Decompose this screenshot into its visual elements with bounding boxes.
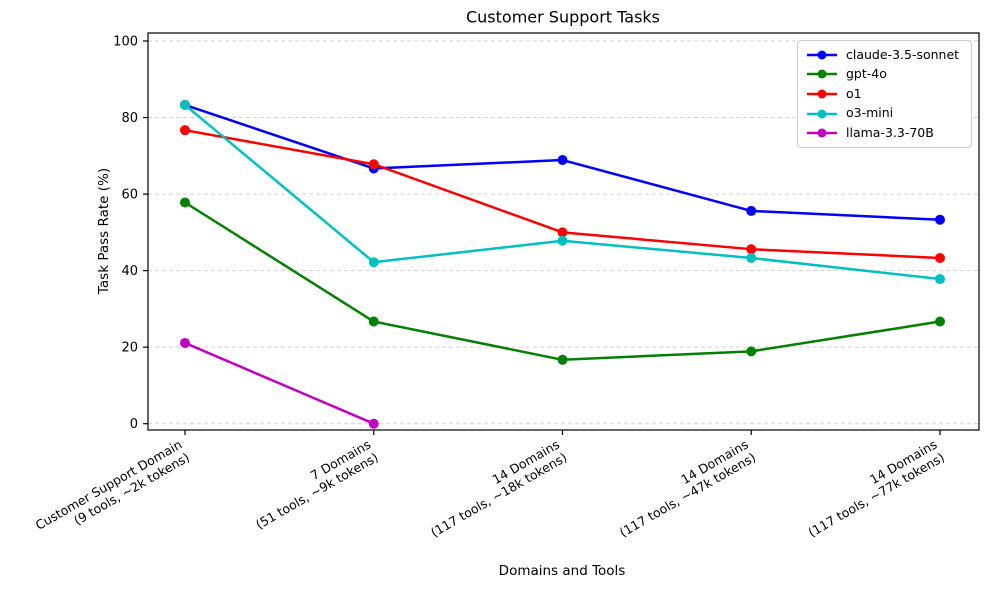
series-line-gpt-4o [183,201,942,362]
data-point-gpt-4o-2 [557,354,568,365]
data-point-o3-mini-0 [180,99,190,110]
data-point-gpt-4o-3 [746,346,757,357]
x-tick-label-line2: (51 tools, ~9k tokens) [253,450,381,532]
x-tick-label: Customer Support Domain(9 tools, ~2k tok… [33,437,192,546]
data-point-o1-0 [180,125,190,136]
legend-item-o1: o1 [806,84,963,103]
legend-label: llama-3.3-70B [846,124,934,140]
x-tick-label: 14 Domains(117 tools, ~18k tokens) [420,437,569,540]
legend-marker-icon [807,89,837,99]
legend-item-o3-mini: o3-mini [806,104,963,123]
x-tick-label: 14 Domains(117 tools, ~77k tokens) [798,437,947,540]
y-tick-label: 80 [121,111,138,126]
legend-marker-icon [807,128,837,138]
legend-label: claude-3.5-sonnet [846,46,960,62]
legend-marker-icon [807,109,837,119]
data-point-o1-2 [557,227,568,238]
axes-spines [147,32,980,431]
data-point-gpt-4o-1 [368,316,379,327]
legend-item-gpt-4o: gpt-4o [806,65,963,84]
y-tick-label: 40 [121,264,138,279]
x-tick-label: 14 Domains(117 tools, ~47k tokens) [609,437,758,540]
data-point-llama-3.3-70B-0 [180,337,190,348]
y-tick-label: 60 [121,188,138,203]
series-line-llama-3.3-70B [183,341,375,425]
legend-item-llama-3.3-70B: llama-3.3-70B [806,124,963,143]
y-tick-label: 0 [130,417,138,432]
x-tick-label-line2: (117 tools, ~47k tokens) [617,450,759,540]
legend-label: o1 [846,85,862,101]
chart-title: Customer Support Tasks [465,7,661,27]
x-tick-label-line1: Customer Support Domain [33,437,185,533]
data-point-o1-3 [746,244,757,255]
legend-marker-icon [807,69,837,79]
data-point-claude-3.5-sonnet-3 [746,205,757,216]
data-point-o3-mini-3 [746,252,757,263]
x-axis-label: Domains and Tools [498,563,626,579]
y-tick-label: 20 [121,341,138,356]
data-point-o3-mini-2 [557,235,568,246]
data-point-llama-3.3-70B-1 [368,418,379,429]
data-point-o1-4 [935,252,945,263]
data-point-o1-1 [368,159,379,170]
x-tick-label-line2: (117 tools, ~77k tokens) [805,450,947,540]
data-point-o3-mini-1 [368,257,379,268]
legend-item-claude-3.5-sonnet: claude-3.5-sonnet [806,45,963,64]
x-tick-label: 7 Domains(51 tools, ~9k tokens) [245,437,380,532]
data-point-claude-3.5-sonnet-4 [935,214,945,225]
data-point-gpt-4o-0 [180,197,190,208]
legend-marker-icon [807,50,837,60]
legend: claude-3.5-sonnet gpt-4o o1 o3-mini llama-3.… [797,40,972,148]
data-point-gpt-4o-4 [935,316,945,327]
x-tick-label-line2: (117 tools, ~18k tokens) [428,450,570,540]
data-point-o3-mini-4 [935,274,945,285]
data-point-claude-3.5-sonnet-2 [557,155,568,166]
y-tick-label: 100 [113,35,138,50]
legend-label: gpt-4o [846,66,887,82]
legend-label: o3-mini [846,105,894,121]
